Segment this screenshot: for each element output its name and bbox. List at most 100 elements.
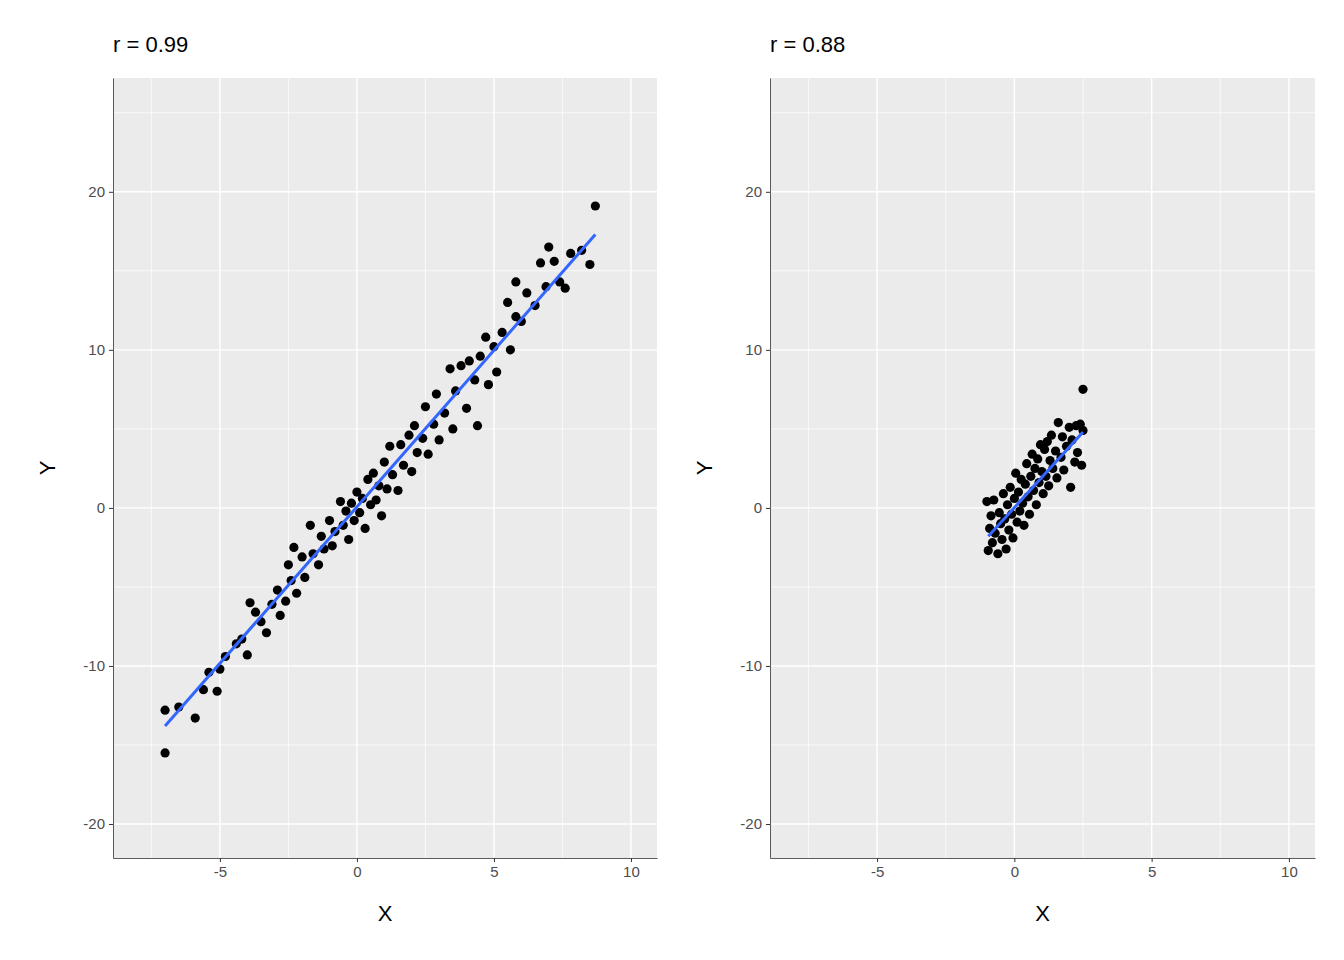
tick-label: 20	[88, 183, 105, 200]
point	[432, 390, 441, 399]
point	[1073, 448, 1082, 457]
tick-label: 0	[1011, 863, 1019, 880]
grid-line	[770, 191, 1315, 192]
y-axis-title: Y	[35, 460, 60, 475]
tick-label: 5	[490, 863, 498, 880]
point	[550, 257, 559, 266]
tick-mark	[1152, 858, 1153, 862]
point	[281, 597, 290, 606]
tick-mark	[220, 858, 221, 862]
tick-mark	[766, 350, 770, 351]
point	[336, 497, 345, 506]
point	[1078, 385, 1087, 394]
tick-label: 10	[745, 341, 762, 358]
point	[382, 484, 391, 493]
tick-label: 20	[745, 183, 762, 200]
tick-label: 5	[1148, 863, 1156, 880]
tick-mark	[109, 508, 113, 509]
grid-line	[770, 507, 1315, 508]
tick-label: -10	[83, 657, 105, 674]
point	[1047, 431, 1056, 440]
point	[380, 457, 389, 466]
point	[314, 560, 323, 569]
grid-line	[493, 78, 494, 858]
tick: 5	[1148, 858, 1156, 880]
tick: -20	[83, 815, 113, 832]
tick-mark	[877, 858, 878, 862]
point	[262, 628, 271, 637]
tick-mark	[766, 192, 770, 193]
minor-grid-line	[770, 112, 1315, 113]
point	[160, 706, 169, 715]
point	[566, 249, 575, 258]
point	[1066, 483, 1075, 492]
tick-label: -5	[214, 863, 227, 880]
point	[413, 448, 422, 457]
point	[396, 440, 405, 449]
tick-label: 10	[88, 341, 105, 358]
point	[328, 541, 337, 550]
point	[251, 608, 260, 617]
plot-background	[770, 78, 1315, 858]
grid-line	[770, 349, 1315, 350]
point	[404, 431, 413, 440]
tick-mark	[494, 858, 495, 862]
point	[1025, 510, 1034, 519]
marks	[160, 201, 599, 757]
point	[993, 549, 1002, 558]
point	[1054, 418, 1063, 427]
point	[276, 611, 285, 620]
grid-line	[1151, 78, 1152, 858]
point	[1033, 454, 1042, 463]
tick: 0	[754, 499, 770, 516]
minor-grid-line	[113, 744, 657, 745]
point	[399, 461, 408, 470]
point	[1022, 459, 1031, 468]
tick-mark	[766, 824, 770, 825]
point	[522, 288, 531, 297]
point	[465, 356, 474, 365]
tick: 10	[623, 858, 640, 880]
point	[407, 467, 416, 476]
grid-line	[770, 823, 1315, 824]
chart-title: r = 0.88	[770, 32, 845, 57]
tick-mark	[766, 508, 770, 509]
point	[1004, 525, 1013, 534]
point	[1059, 465, 1068, 474]
minor-grid-line	[770, 586, 1315, 587]
tick-label: -20	[740, 815, 762, 832]
point	[1015, 506, 1024, 515]
scatter-series	[160, 201, 599, 757]
point	[984, 546, 993, 555]
minor-grid-line	[113, 586, 657, 587]
point	[160, 748, 169, 757]
grid-line	[876, 78, 877, 858]
figure: -50510-20-1001020r = 0.99XY-50510-20-100…	[0, 0, 1344, 960]
minor-grid-line	[808, 78, 809, 858]
point	[213, 687, 222, 696]
tick: 0	[97, 499, 113, 516]
tick: -10	[740, 657, 770, 674]
point	[393, 486, 402, 495]
point	[585, 260, 594, 269]
tick-mark	[1289, 858, 1290, 862]
point	[1021, 480, 1030, 489]
point	[243, 650, 252, 659]
grid-line	[113, 507, 657, 508]
point	[445, 364, 454, 373]
point	[369, 469, 378, 478]
point	[506, 345, 515, 354]
point	[448, 424, 457, 433]
chart-title: r = 0.99	[113, 32, 188, 57]
point	[591, 201, 600, 210]
tick-label: -20	[83, 815, 105, 832]
grid-line	[1014, 78, 1015, 858]
point	[289, 543, 298, 552]
tick-mark	[109, 666, 113, 667]
point	[999, 489, 1008, 498]
point	[350, 516, 359, 525]
tick: 0	[1011, 858, 1019, 880]
point	[292, 589, 301, 598]
point	[1003, 500, 1012, 509]
y-axis-title: Y	[692, 460, 717, 475]
